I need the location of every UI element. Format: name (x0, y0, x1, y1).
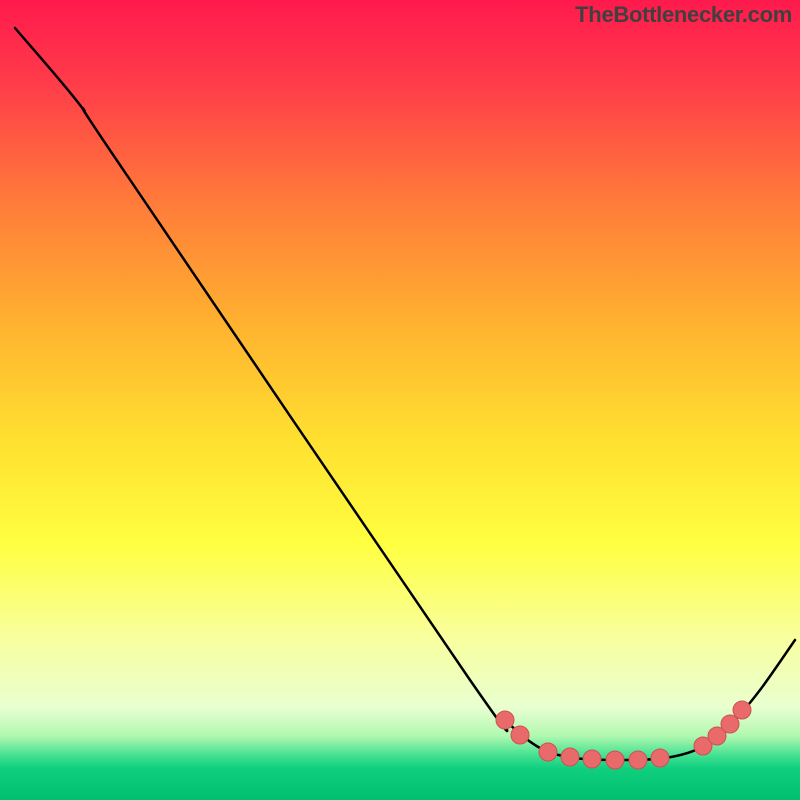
gradient-background (0, 0, 800, 800)
bottleneck-chart: TheBottlenecker.com (0, 0, 800, 800)
watermark-text: TheBottlenecker.com (575, 2, 792, 28)
